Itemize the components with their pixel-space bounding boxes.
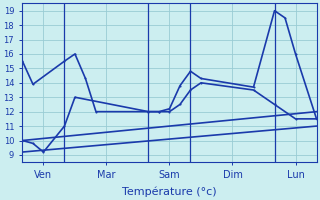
X-axis label: Température (°c): Température (°c) xyxy=(122,186,217,197)
